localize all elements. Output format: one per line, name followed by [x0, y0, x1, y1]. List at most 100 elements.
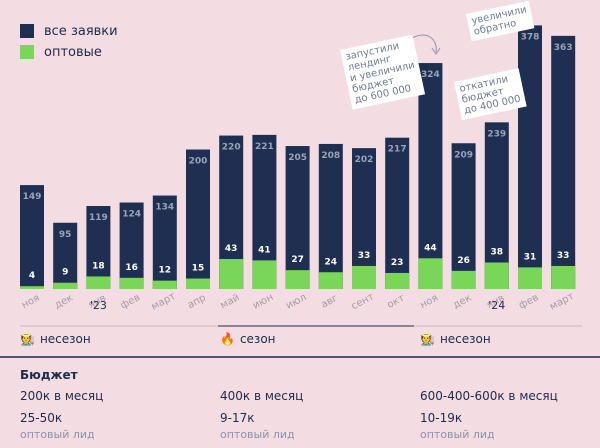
x-tick-label: ноя	[418, 293, 440, 311]
legend-item-total: все заявки	[20, 22, 118, 40]
season-label: несезон	[439, 332, 491, 346]
x-tick-label: дек	[53, 292, 75, 311]
bar-total	[285, 146, 310, 289]
bar-total-value: 209	[454, 150, 473, 160]
bar-wholesale	[152, 280, 177, 289]
bar-wholesale	[385, 272, 410, 289]
x-tick-label: фев	[517, 292, 540, 311]
bar-total	[418, 63, 443, 290]
bar-total-value: 134	[155, 203, 174, 213]
season-offseason-1: 🧑‍🌾 несезон	[20, 332, 91, 346]
lead-price: 9-17к	[220, 411, 255, 425]
bar-wholesale	[219, 259, 244, 289]
bar-total-value: 202	[355, 155, 374, 165]
x-tick-label: фев	[119, 292, 142, 311]
year-marker: '23	[90, 299, 107, 312]
bar-wholesale-value: 31	[524, 252, 537, 262]
season-offseason-2: 🧑‍🌾 несезон	[420, 332, 491, 346]
bar-wholesale	[20, 286, 44, 289]
bar-total-value: 149	[23, 192, 42, 202]
x-tick-label: апр	[186, 292, 208, 311]
bar-wholesale-value: 4	[29, 271, 35, 281]
budget-column-3: 600-400-600к в месяц 10-19к оптовый лид	[420, 386, 558, 442]
bar-wholesale	[285, 270, 310, 289]
bar-total	[53, 222, 78, 289]
bar-total-value: 119	[89, 213, 108, 223]
bar-total	[551, 35, 576, 290]
bar-wholesale	[352, 265, 376, 289]
x-tick-label: ноя	[20, 293, 42, 311]
bar-total-value: 221	[255, 142, 274, 152]
bar-total	[86, 206, 111, 289]
lead-unit: оптовый лид	[420, 428, 495, 441]
x-tick-label: авг	[319, 293, 339, 311]
lead-unit: оптовый лид	[20, 428, 95, 441]
bar-total	[518, 25, 542, 289]
legend-item-wholesale: оптовые	[20, 43, 118, 61]
bar-wholesale	[318, 272, 343, 289]
bar-wholesale	[252, 260, 277, 289]
bar-wholesale-value: 33	[358, 251, 371, 261]
lead-price: 25-50к	[20, 411, 63, 425]
x-tick-label: март	[548, 291, 576, 313]
bar-total	[451, 143, 476, 289]
bar-total-value: 217	[388, 145, 407, 155]
x-tick-label: июл	[284, 292, 308, 312]
bar-wholesale-value: 38	[491, 248, 504, 258]
budget-amount: 200к в месяц	[20, 389, 104, 403]
bar-total-value: 200	[189, 157, 208, 167]
x-tick-label: март	[150, 291, 178, 313]
bar-wholesale-value: 18	[92, 261, 105, 271]
x-tick-label: окт	[386, 293, 407, 311]
year-marker: '24	[488, 299, 505, 312]
bar-total-value: 239	[487, 129, 506, 139]
bar-total-value: 378	[521, 32, 540, 42]
x-tick-label: сент	[350, 291, 377, 312]
bar-wholesale	[451, 270, 476, 289]
bar-wholesale	[418, 258, 443, 289]
bar-wholesale	[119, 277, 144, 289]
season-label: несезон	[39, 332, 91, 346]
budget-amount: 600-400-600к в месяц	[420, 389, 558, 403]
x-tick-label: дек	[451, 292, 473, 311]
bar-wholesale-value: 43	[225, 244, 238, 254]
bar-wholesale-value: 27	[291, 255, 304, 265]
arrow-head	[431, 47, 441, 55]
bar-wholesale	[53, 282, 78, 289]
budget-column-2: 400к в месяц 9-17к оптовый лид	[220, 386, 303, 442]
bar-wholesale-value: 41	[258, 245, 271, 255]
lead-price: 10-19к	[420, 411, 463, 425]
budget-title: Бюджет	[20, 368, 78, 382]
season-high: 🔥 сезон	[220, 332, 276, 346]
bar-wholesale	[186, 278, 210, 289]
legend: все заявки оптовые	[20, 22, 118, 64]
bar-total	[152, 195, 177, 289]
bar-wholesale	[518, 267, 542, 289]
bar-wholesale-value: 26	[457, 256, 470, 266]
legend-swatch-total	[20, 24, 34, 38]
fire-icon: 🔥	[220, 332, 235, 346]
bar-wholesale-value: 12	[159, 266, 172, 276]
bar-total	[119, 202, 144, 289]
farmer-icon: 🧑‍🌾	[420, 332, 435, 346]
bar-wholesale-value: 9	[62, 268, 68, 278]
bar-total-value: 208	[321, 151, 340, 161]
season-label: сезон	[239, 332, 276, 346]
bar-wholesale	[484, 262, 509, 289]
bar-wholesale-value: 24	[325, 257, 338, 267]
bar-total	[385, 137, 410, 289]
x-tick-label: май	[219, 292, 242, 311]
budget-column-1: 200к в месяц 25-50к оптовый лид	[20, 386, 103, 442]
bar-total-value: 205	[288, 153, 307, 163]
arrow-annotation	[411, 34, 437, 53]
bar-total	[352, 148, 376, 289]
bar-wholesale-value: 23	[391, 258, 404, 268]
bar-total-value: 363	[554, 43, 573, 53]
legend-swatch-wholesale	[20, 45, 34, 59]
bar-wholesale	[86, 276, 111, 289]
bar-total-value: 124	[122, 210, 141, 220]
lead-unit: оптовый лид	[220, 428, 295, 441]
bar-total-value: 324	[421, 70, 440, 80]
x-tick-label: июн	[251, 292, 275, 312]
bar-total	[318, 143, 343, 289]
